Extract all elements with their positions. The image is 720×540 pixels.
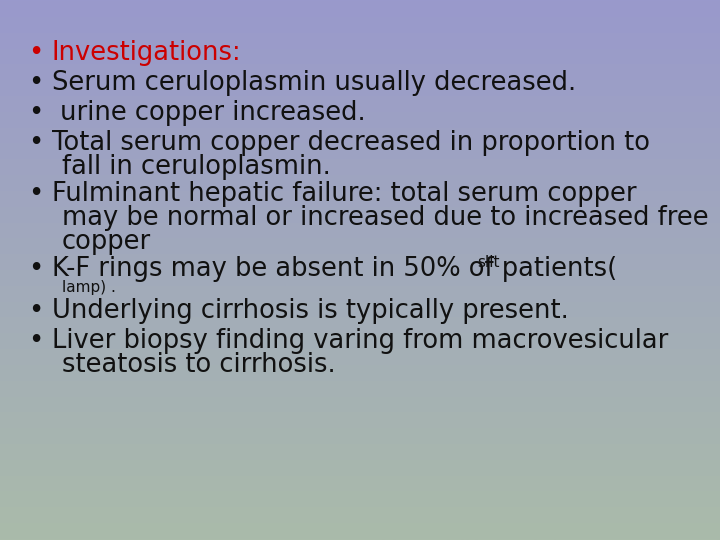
Text: steatosis to cirrhosis.: steatosis to cirrhosis. [62, 353, 336, 379]
Text: •: • [28, 40, 43, 66]
Text: K-F rings may be absent in 50% of patients(: K-F rings may be absent in 50% of patien… [52, 256, 617, 282]
Text: •: • [28, 181, 43, 207]
Text: lamp) .: lamp) . [62, 280, 116, 295]
Text: Total serum copper decreased in proportion to: Total serum copper decreased in proporti… [52, 130, 650, 156]
Text: Investigations:: Investigations: [52, 40, 242, 66]
Text: urine copper increased.: urine copper increased. [52, 100, 366, 126]
Text: may be normal or increased due to increased free: may be normal or increased due to increa… [62, 205, 708, 231]
Text: fall in ceruloplasmin.: fall in ceruloplasmin. [62, 154, 330, 180]
Text: Underlying cirrhosis is typically present.: Underlying cirrhosis is typically presen… [52, 299, 569, 325]
Text: Serum ceruloplasmin usually decreased.: Serum ceruloplasmin usually decreased. [52, 70, 576, 96]
Text: •: • [28, 100, 43, 126]
Text: copper: copper [62, 229, 151, 255]
Text: •: • [28, 328, 43, 354]
Text: •: • [28, 256, 43, 282]
Text: Fulminant hepatic failure: total serum copper: Fulminant hepatic failure: total serum c… [52, 181, 636, 207]
Text: •: • [28, 130, 43, 156]
Text: Liver biopsy finding varing from macrovesicular: Liver biopsy finding varing from macrove… [52, 328, 668, 354]
Text: •: • [28, 70, 43, 96]
Text: •: • [28, 299, 43, 325]
Text: slit: slit [477, 255, 500, 270]
